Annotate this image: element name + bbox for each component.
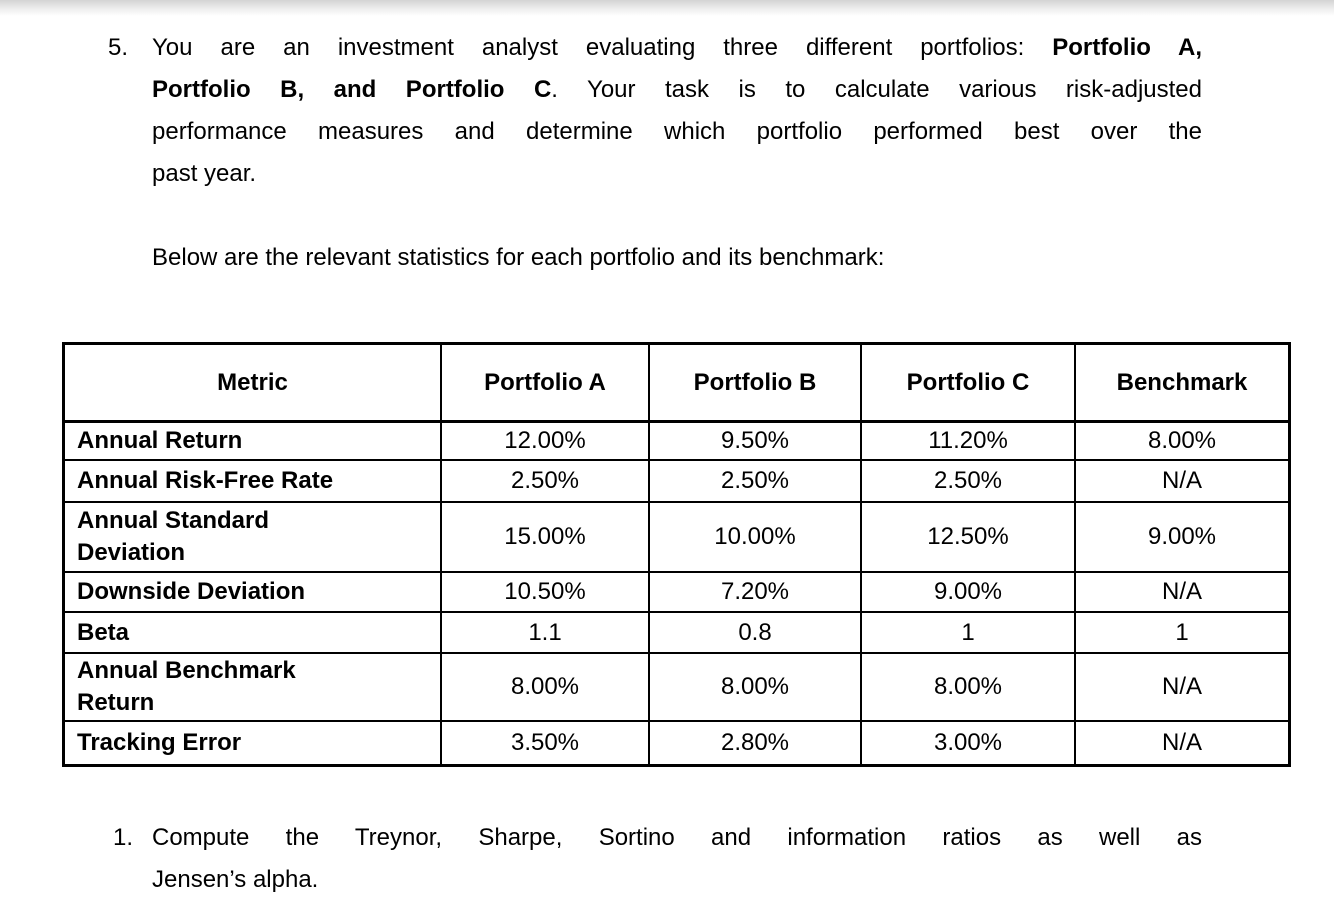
- question-5-line-1: You are an investment analyst evaluating…: [152, 27, 1202, 69]
- question-5-text: You are an investment analyst evaluating…: [152, 27, 1202, 195]
- statistics-table: Metric Portfolio A Portfolio B Portfolio…: [62, 342, 1291, 767]
- bold-text-segment: Portfolio B, and Portfolio C: [152, 76, 552, 103]
- value-cell: N/A: [1076, 654, 1288, 722]
- metric-cell: Annual Return: [65, 423, 442, 461]
- header-cell-benchmark: Benchmark: [1076, 345, 1288, 423]
- value-cell: N/A: [1076, 573, 1288, 613]
- value-cell: 8.00%: [862, 654, 1076, 722]
- metric-cell: Downside Deviation: [65, 573, 442, 613]
- value-cell: 1: [1076, 613, 1288, 654]
- subquestion-1: 1. Compute the Treynor, Sharpe, Sortino …: [113, 817, 1202, 901]
- value-cell: 12.50%: [862, 503, 1076, 573]
- value-cell: 2.50%: [862, 461, 1076, 503]
- question-5-line-3: performance measures and determine which…: [152, 111, 1202, 153]
- metric-cell: Beta: [65, 613, 442, 654]
- value-cell: 12.00%: [442, 423, 650, 461]
- subquestion-1-text: Compute the Treynor, Sharpe, Sortino and…: [152, 817, 1202, 901]
- question-5-line-4: past year.: [152, 153, 1202, 195]
- value-cell: 0.8: [650, 613, 862, 654]
- text-segment: . Your task is to calculate various risk…: [551, 76, 1202, 103]
- value-cell: 7.20%: [650, 573, 862, 613]
- value-cell: 11.20%: [862, 423, 1076, 461]
- value-cell: 8.00%: [650, 654, 862, 722]
- metric-cell: Annual Standard Deviation: [65, 503, 442, 573]
- value-cell: N/A: [1161, 729, 1202, 756]
- text-segment: past year.: [152, 160, 257, 187]
- value-cell: 9.50%: [650, 423, 862, 461]
- subquestion-1-number: 1.: [113, 824, 134, 851]
- text-segment: You are an investment analyst evaluating…: [152, 34, 1053, 61]
- bold-text-segment: Portfolio A,: [1052, 34, 1202, 61]
- metric-cell: Tracking Error: [65, 722, 442, 764]
- value-cell: 9.00%: [1076, 503, 1288, 573]
- page-top-shadow: [0, 0, 1334, 16]
- value-cell: 1: [862, 613, 1076, 654]
- value-cell: 10.50%: [442, 573, 650, 613]
- header-cell-portfolio-b: Portfolio B: [650, 345, 862, 423]
- header-cell-portfolio-a: Portfolio A: [442, 345, 650, 423]
- value-cell: 1.1: [442, 613, 650, 654]
- value-cell: N/A: [1076, 461, 1288, 503]
- text-segment: performance measures and determine which…: [152, 118, 1202, 145]
- subquestion-1-line-1: Compute the Treynor, Sharpe, Sortino and…: [152, 824, 1202, 851]
- question-5-number: 5.: [108, 34, 129, 61]
- question-5-line-2: Portfolio B, and Portfolio C. Your task …: [152, 69, 1202, 111]
- header-cell-portfolio-c: Portfolio C: [862, 345, 1076, 423]
- value-cell: 8.00%: [442, 654, 650, 722]
- header-cell-metric: Metric: [65, 345, 442, 423]
- subquestion-1-line-2: Jensen’s alpha.: [152, 866, 319, 893]
- value-cell: 2.80%: [650, 722, 862, 764]
- value-cell: 3.50%: [442, 722, 650, 764]
- question-5: 5. You are an investment analyst evaluat…: [108, 27, 1202, 195]
- value-cell: 2.50%: [442, 461, 650, 503]
- value-cell: 3.00%: [862, 722, 1076, 764]
- metric-cell: Annual Benchmark Return: [65, 654, 442, 722]
- value-cell: 8.00%: [1076, 423, 1288, 461]
- value-cell: 2.50%: [650, 461, 862, 503]
- value-cell: 10.00%: [650, 503, 862, 573]
- value-cell: 9.00%: [862, 573, 1076, 613]
- metric-cell: Annual Risk-Free Rate: [65, 461, 442, 503]
- table-intro-text: Below are the relevant statistics for ea…: [152, 244, 885, 271]
- value-cell: 15.00%: [442, 503, 650, 573]
